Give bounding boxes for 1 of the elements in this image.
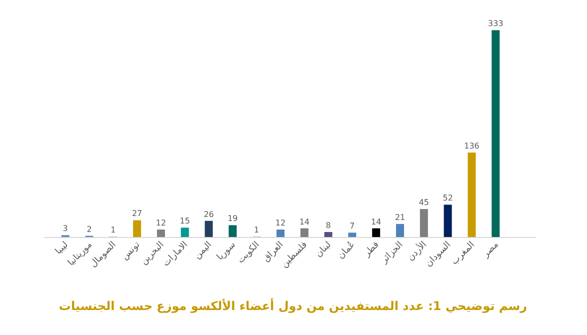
title: رسم توضيحي 1: عدد المستفيدين من دول أعضاء الألكسو موزع حسب الجنسيات xyxy=(58,299,528,313)
